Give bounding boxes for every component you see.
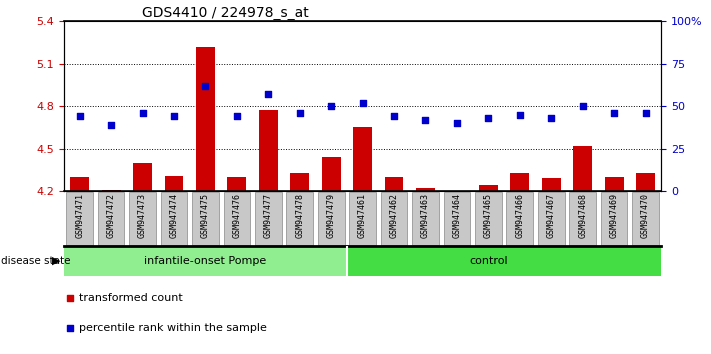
FancyBboxPatch shape <box>98 192 124 245</box>
FancyBboxPatch shape <box>475 192 502 245</box>
Bar <box>353 127 372 191</box>
FancyBboxPatch shape <box>444 192 470 245</box>
Text: GSM947462: GSM947462 <box>390 193 399 238</box>
Text: GSM947465: GSM947465 <box>484 193 493 238</box>
Point <box>262 91 274 97</box>
Point <box>609 110 620 116</box>
Point <box>357 100 368 105</box>
FancyBboxPatch shape <box>412 192 439 245</box>
Text: GSM947469: GSM947469 <box>609 193 619 238</box>
Bar <box>542 178 561 191</box>
Bar <box>604 177 624 191</box>
Bar <box>385 177 403 191</box>
Text: GSM947475: GSM947475 <box>201 193 210 238</box>
Text: GSM947472: GSM947472 <box>107 193 116 238</box>
Bar <box>70 177 89 191</box>
Point <box>200 83 211 88</box>
Text: transformed count: transformed count <box>79 293 183 303</box>
FancyBboxPatch shape <box>192 192 219 245</box>
FancyBboxPatch shape <box>129 192 156 245</box>
Text: GSM947466: GSM947466 <box>515 193 524 238</box>
Text: GSM947473: GSM947473 <box>138 193 147 238</box>
FancyBboxPatch shape <box>632 192 659 245</box>
Bar <box>196 47 215 191</box>
Point <box>169 114 180 119</box>
Text: GSM947467: GSM947467 <box>547 193 556 238</box>
Text: GSM947478: GSM947478 <box>295 193 304 238</box>
Bar <box>479 185 498 191</box>
Bar <box>228 177 246 191</box>
Point <box>137 110 149 116</box>
FancyBboxPatch shape <box>570 192 596 245</box>
Point <box>545 115 557 121</box>
Text: GDS4410 / 224978_s_at: GDS4410 / 224978_s_at <box>141 6 309 20</box>
Point <box>577 103 588 109</box>
Text: ▶: ▶ <box>52 256 60 266</box>
Bar <box>416 188 435 191</box>
Text: infantile-onset Pompe: infantile-onset Pompe <box>144 256 267 266</box>
Text: GSM947477: GSM947477 <box>264 193 273 238</box>
Bar <box>636 173 655 191</box>
FancyBboxPatch shape <box>349 192 376 245</box>
Text: GSM947479: GSM947479 <box>326 193 336 238</box>
FancyBboxPatch shape <box>223 192 250 245</box>
Point <box>514 112 525 118</box>
Text: GSM947476: GSM947476 <box>232 193 241 238</box>
Text: control: control <box>469 256 508 266</box>
Bar <box>64 246 347 276</box>
Text: GSM947474: GSM947474 <box>169 193 178 238</box>
FancyBboxPatch shape <box>66 192 93 245</box>
Point <box>640 110 651 116</box>
Bar <box>322 157 341 191</box>
Text: GSM947461: GSM947461 <box>358 193 367 238</box>
Text: GSM947468: GSM947468 <box>578 193 587 238</box>
Point <box>294 110 306 116</box>
Bar <box>290 173 309 191</box>
Point <box>326 103 337 109</box>
Point <box>419 117 431 122</box>
Text: disease state: disease state <box>1 256 71 266</box>
Point <box>411 198 422 203</box>
Bar <box>102 190 121 191</box>
Text: GSM947464: GSM947464 <box>452 193 461 238</box>
Text: percentile rank within the sample: percentile rank within the sample <box>79 323 267 333</box>
Bar <box>447 191 466 202</box>
Bar <box>133 163 152 191</box>
FancyBboxPatch shape <box>255 192 282 245</box>
Text: GSM947470: GSM947470 <box>641 193 650 238</box>
FancyBboxPatch shape <box>380 192 407 245</box>
FancyBboxPatch shape <box>318 192 345 245</box>
Point <box>105 122 117 128</box>
Point <box>483 115 494 121</box>
FancyBboxPatch shape <box>506 192 533 245</box>
Bar <box>510 173 529 191</box>
Point <box>231 114 242 119</box>
Bar <box>164 176 183 191</box>
Text: GSM947463: GSM947463 <box>421 193 430 238</box>
Bar <box>573 146 592 191</box>
Point <box>74 114 85 119</box>
Point <box>388 114 400 119</box>
FancyBboxPatch shape <box>538 192 565 245</box>
FancyBboxPatch shape <box>287 192 313 245</box>
Bar <box>259 110 278 191</box>
Bar <box>347 246 661 276</box>
FancyBboxPatch shape <box>601 192 627 245</box>
Point <box>451 120 463 126</box>
FancyBboxPatch shape <box>161 192 188 245</box>
Text: GSM947471: GSM947471 <box>75 193 84 238</box>
